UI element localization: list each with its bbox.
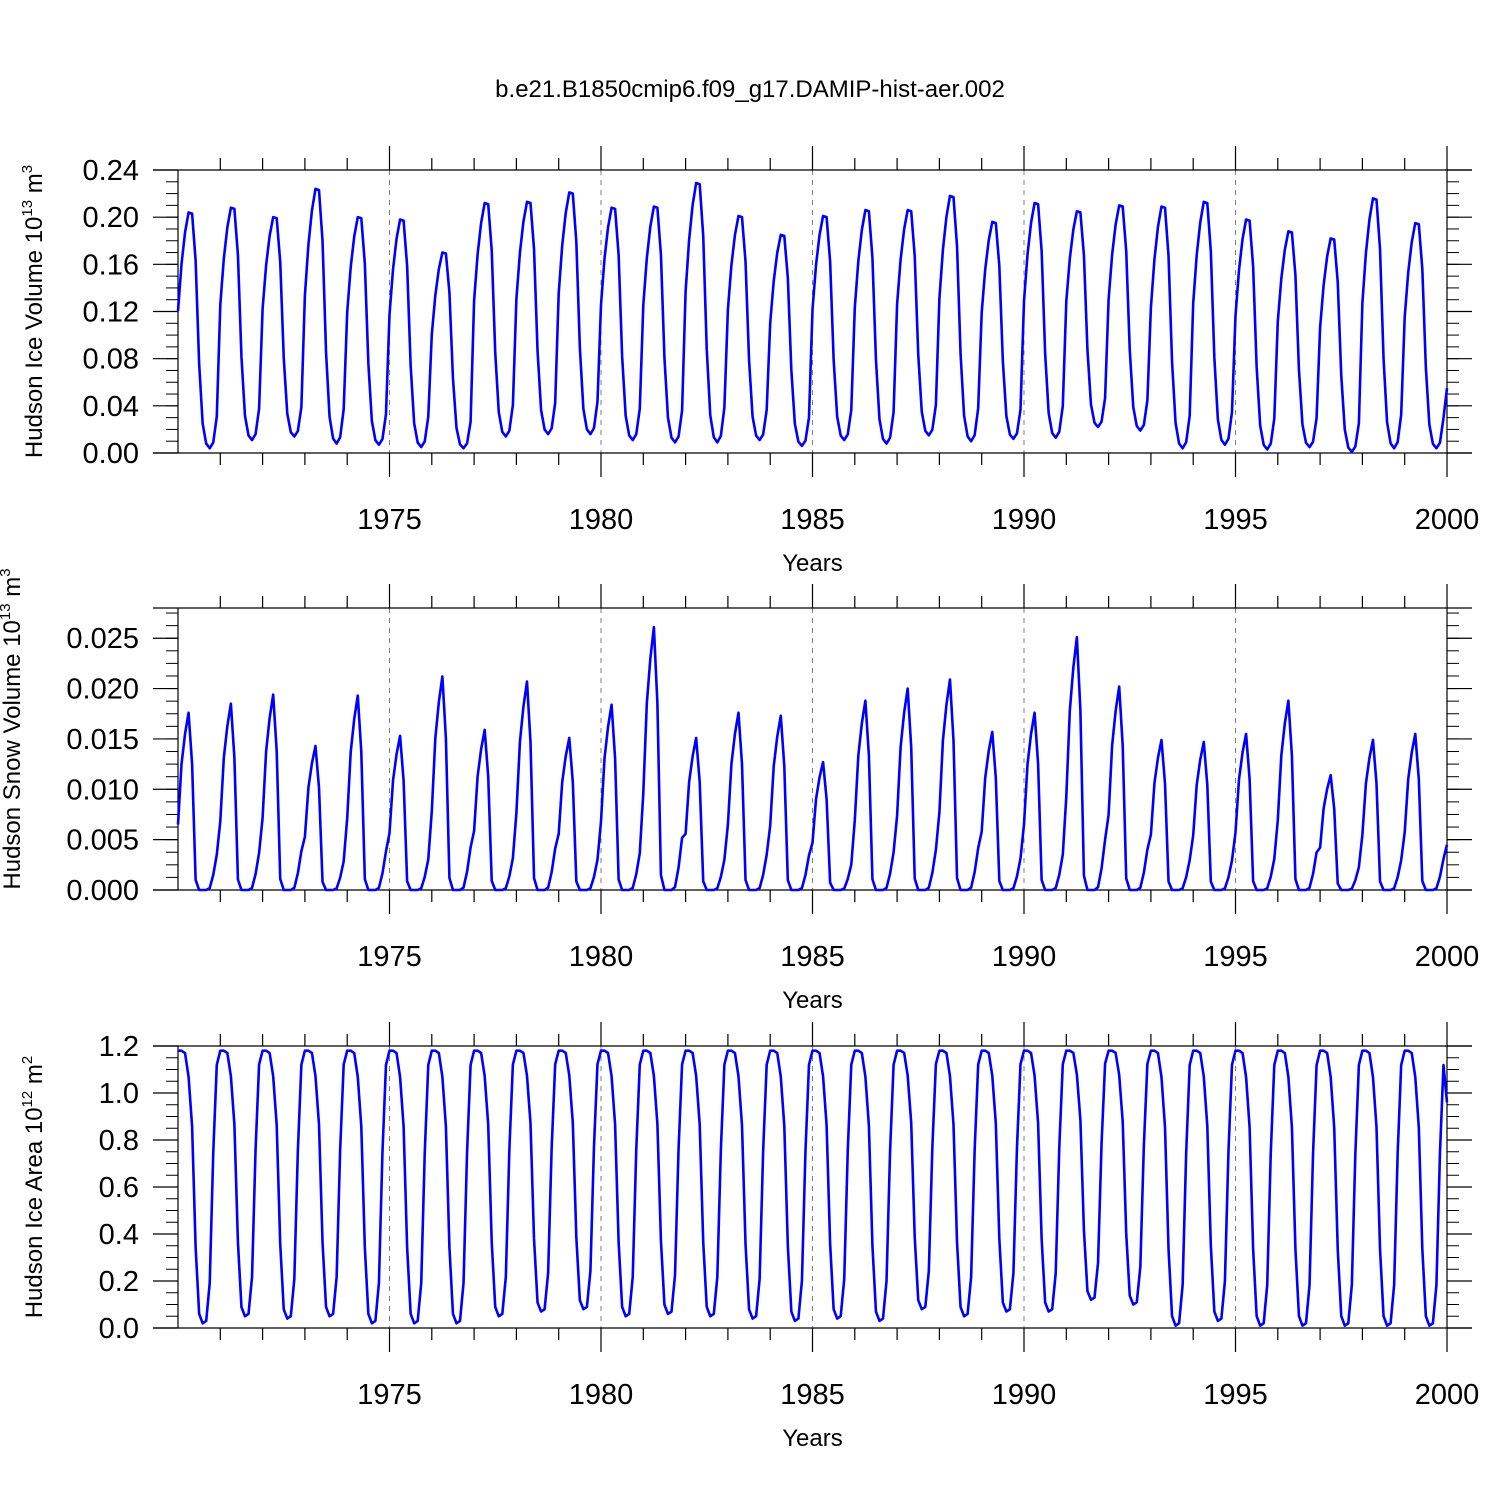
x-tick-label: 1995 [1203, 1379, 1268, 1411]
y-tick-label: 0.000 [66, 875, 139, 907]
series-line [176, 181, 1449, 454]
y-tick-label: 0.020 [66, 674, 139, 706]
chart-panel-1: 0.00 0.04 0.08 0.12 0.16 0.20 0.24 1975 1980 1985… [19, 146, 1479, 577]
y-tick-label: 1.2 [99, 1031, 139, 1063]
series-line [178, 1049, 1449, 1327]
y-tick-label: 0.04 [83, 391, 139, 423]
x-tick-label: 1985 [780, 1379, 845, 1411]
y-axis-label: Hudson Snow Volume 1013 m3 [0, 568, 26, 889]
figure-title: b.e21.B1850cmip6.f09_g17.DAMIP-hist-aer.… [495, 76, 1005, 103]
y-tick-label: 0.20 [83, 202, 139, 234]
y-tick-label: 0.24 [83, 155, 139, 187]
panels: 0.00 0.04 0.08 0.12 0.16 0.20 0.24 1975 1980 1985… [0, 146, 1479, 1452]
y-tick-label: 0.8 [99, 1125, 139, 1157]
x-tick-label: 1995 [1203, 504, 1268, 536]
x-tick-label: 1990 [992, 941, 1057, 973]
y-tick-label: 0.08 [83, 344, 139, 376]
y-tick-label: 0.010 [66, 774, 139, 806]
y-tick-label: 0.4 [99, 1219, 139, 1251]
y-axis-label: Hudson Ice Area 1012 m2 [19, 1056, 48, 1319]
x-tick-label: 1990 [992, 1379, 1057, 1411]
y-tick-label: 0.2 [99, 1266, 139, 1298]
x-tick-label: 1980 [569, 1379, 634, 1411]
x-tick-label: 1985 [780, 941, 845, 973]
x-axis-label: Years [782, 550, 843, 577]
y-tick-label: 0.6 [99, 1172, 139, 1204]
x-axis-label: Years [782, 987, 843, 1014]
y-tick-label: 0.025 [66, 623, 139, 655]
y-tick-label: 0.12 [83, 297, 139, 329]
x-tick-label: 1980 [569, 941, 634, 973]
x-tick-label: 1975 [357, 941, 422, 973]
x-tick-label: 1975 [357, 1379, 422, 1411]
y-axis-label: Hudson Ice Volume 1013 m3 [19, 165, 48, 458]
x-tick-label: 1975 [357, 504, 422, 536]
x-tick-label: 1995 [1203, 941, 1268, 973]
chart-panel-3: 0.0 0.2 0.4 0.6 0.8 1.0 1.2 1975 1980 1985 1990 199… [19, 1022, 1479, 1452]
y-tick-label: 0.16 [83, 249, 139, 281]
chart-panel-2: 0.000 0.005 0.010 0.015 0.020 0.025 1975 1980 19… [0, 568, 1479, 1014]
y-tick-label: 1.0 [99, 1078, 139, 1110]
x-axis-label: Years [782, 1425, 843, 1452]
y-tick-label: 0.005 [66, 825, 139, 857]
x-tick-label: 2000 [1415, 504, 1480, 536]
x-tick-label: 1985 [780, 504, 845, 536]
y-tick-label: 0.015 [66, 724, 139, 756]
x-tick-label: 1980 [569, 504, 634, 536]
y-tick-label: 0.00 [83, 438, 139, 470]
x-tick-label: 2000 [1415, 941, 1480, 973]
y-tick-label: 0.0 [99, 1313, 139, 1345]
x-tick-label: 2000 [1415, 1379, 1480, 1411]
x-tick-label: 1990 [992, 504, 1057, 536]
series-line [176, 625, 1449, 892]
